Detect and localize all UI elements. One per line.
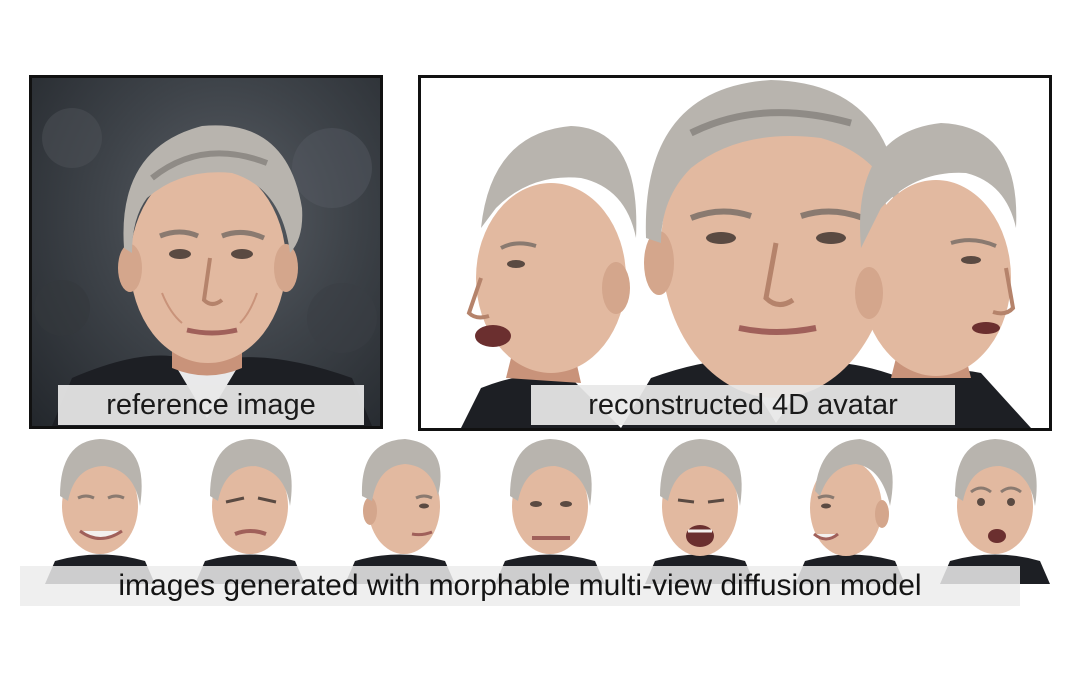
reference-image-panel bbox=[29, 75, 383, 429]
generated-image-7 bbox=[935, 436, 1055, 584]
generated-image-1 bbox=[40, 436, 160, 584]
generated-image-6 bbox=[790, 436, 910, 584]
generated-image-3 bbox=[340, 436, 460, 584]
avatar-views bbox=[461, 80, 1031, 428]
reconstructed-avatar-caption: reconstructed 4D avatar bbox=[531, 385, 955, 425]
avatar-view-right bbox=[851, 123, 1031, 428]
generated-image-5 bbox=[640, 436, 760, 584]
generated-image-2 bbox=[190, 436, 310, 584]
reference-image-caption: reference image bbox=[58, 385, 364, 425]
reference-portrait bbox=[34, 108, 377, 426]
generated-images-caption: images generated with morphable multi-vi… bbox=[20, 566, 1020, 606]
avatar-view-left bbox=[461, 126, 637, 428]
reconstructed-avatar-panel bbox=[418, 75, 1052, 431]
generated-images-strip bbox=[20, 436, 1060, 586]
generated-image-4 bbox=[490, 436, 610, 584]
